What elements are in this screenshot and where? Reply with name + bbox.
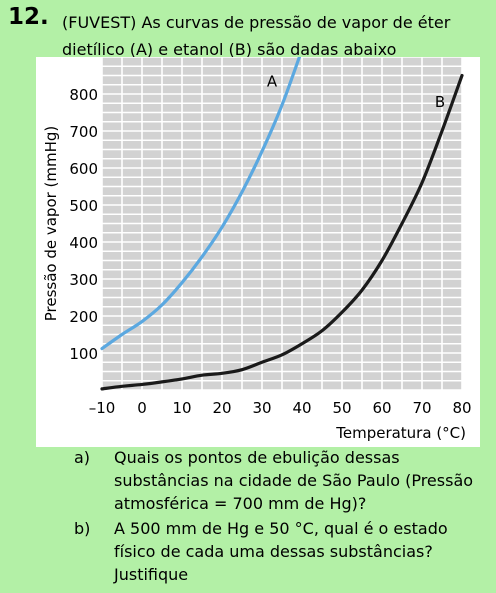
subquestion-label: b) (74, 519, 91, 538)
x-tick-label: 20 (212, 399, 231, 417)
grid-lines (101, 57, 463, 391)
subquestion-list: a) Quais os pontos de ebulição dessas su… (74, 446, 489, 586)
y-tick-label: 800 (69, 86, 98, 104)
y-axis-label: Pressão de vapor (mmHg) (42, 126, 60, 322)
x-tick-label: 70 (412, 399, 431, 417)
y-tick-label: 600 (69, 160, 98, 178)
x-tick-labels: –10 0 10 20 30 40 50 60 70 80 (89, 399, 472, 417)
subquestion-label: a) (74, 448, 91, 467)
vapor-pressure-chart: –10 0 10 20 30 40 50 60 70 80 100 200 300 400 500 600 7… (36, 57, 480, 447)
y-tick-label: 200 (69, 308, 98, 326)
subquestion-text: Quais os pontos de ebulição dessas subst… (114, 448, 474, 513)
subquestion-text: A 500 mm de Hg e 50 °C, qual é o estado … (114, 519, 448, 584)
x-tick-label: 10 (172, 399, 191, 417)
curve-b (100, 73, 464, 391)
curve-a (100, 57, 302, 351)
x-tick-label: 80 (452, 399, 471, 417)
x-tick-label: 40 (292, 399, 311, 417)
series-label-b: B (435, 93, 445, 111)
y-tick-label: 300 (69, 271, 98, 289)
x-tick-label: 60 (372, 399, 391, 417)
y-tick-labels: 100 200 300 400 500 600 700 800 (69, 86, 98, 363)
y-tick-label: 700 (69, 123, 98, 141)
x-tick-label: 50 (332, 399, 351, 417)
x-tick-label: 0 (137, 399, 147, 417)
y-tick-label: 500 (69, 197, 98, 215)
subquestion-b: b) A 500 mm de Hg e 50 °C, qual é o esta… (74, 517, 489, 586)
chart-svg: –10 0 10 20 30 40 50 60 70 80 100 200 300 400 500 600 7… (42, 57, 472, 442)
x-tick-label: –10 (89, 399, 116, 417)
series-label-a: A (267, 73, 278, 91)
question-stem: (FUVEST) As curvas de pressão de vapor d… (62, 13, 451, 59)
y-tick-label: 100 (69, 345, 98, 363)
x-axis-label: Temperatura (°C) (335, 424, 466, 442)
curves (100, 57, 464, 391)
series-labels: AB (267, 73, 445, 111)
question-number: 12. (8, 4, 49, 30)
subquestion-a: a) Quais os pontos de ebulição dessas su… (74, 446, 489, 515)
x-tick-label: 30 (252, 399, 271, 417)
y-tick-label: 400 (69, 234, 98, 252)
